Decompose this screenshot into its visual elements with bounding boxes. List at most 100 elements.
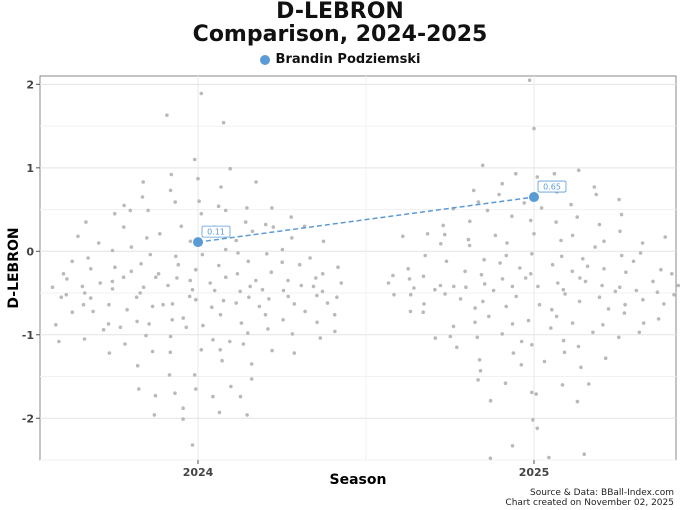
league-point [188,278,192,283]
league-point [602,239,606,244]
league-point [292,302,297,306]
league-point [91,309,95,314]
league-point [234,301,238,305]
league-point [473,320,477,325]
league-point [523,276,528,280]
league-point [585,264,590,269]
league-point [617,335,621,340]
league-point [270,348,274,353]
league-point [194,297,198,302]
league-point [475,335,480,340]
league-point [147,322,151,326]
x-tick-label: 2025 [519,466,550,479]
league-point [144,333,148,338]
highlight-label: 0.11 [207,228,225,237]
league-point [239,321,244,325]
league-point [168,334,173,339]
league-point [511,351,516,355]
league-point [510,322,515,326]
league-point [303,309,307,314]
highlight-label: 0.65 [543,183,561,192]
league-point [587,382,591,386]
league-point [581,257,585,261]
league-point [537,302,542,307]
league-point [121,275,126,280]
league-point [57,339,61,344]
league-point [526,318,531,323]
league-point [576,168,581,173]
league-point [672,292,676,297]
league-point [482,257,486,262]
league-point [332,312,337,317]
league-point [392,292,396,297]
league-point [228,339,232,344]
league-point [289,215,294,219]
highlight-point [529,192,539,203]
league-point [401,234,405,239]
league-point [236,251,240,255]
league-point [482,282,487,286]
league-point [441,223,446,228]
league-point [70,259,74,264]
league-point [50,285,55,290]
league-point [265,252,269,256]
league-point [89,267,93,271]
league-point [452,284,456,289]
league-point [271,225,276,229]
league-point [528,218,533,223]
league-point [561,287,566,292]
chart-title-line1: D-LEBRON [276,0,404,24]
league-point [556,281,560,285]
league-point [110,248,115,253]
league-point [488,456,493,461]
league-point [166,283,170,288]
x-axis-title: Season [330,472,387,488]
league-point [491,288,496,293]
league-point [594,192,598,197]
league-point [292,351,297,355]
league-point [199,348,204,352]
league-point [579,365,583,370]
league-point [112,211,117,216]
league-point [514,294,518,299]
league-point [76,234,80,239]
league-point [59,295,64,300]
league-point [659,267,663,272]
league-point [623,302,627,307]
league-point [122,203,126,208]
legend: Brandin Podziemski [0,52,680,67]
league-point [82,337,87,341]
league-point [519,339,524,344]
league-point [534,392,538,396]
league-point [187,294,192,299]
league-point [267,297,271,301]
league-point [532,232,536,236]
league-point [135,363,140,368]
league-point [249,377,254,381]
league-point [129,269,134,274]
league-point [138,291,142,295]
league-point [247,295,251,300]
league-point [70,310,75,315]
league-point [504,304,509,309]
league-point [137,387,141,391]
league-point [622,311,627,315]
league-point [194,387,198,391]
league-point [480,163,485,168]
highlight-point [193,237,203,248]
league-point [535,426,540,431]
league-point [188,239,193,244]
league-point [485,208,490,213]
league-point [158,232,162,236]
league-point [597,222,602,227]
league-point [510,284,515,289]
league-point [238,289,242,294]
y-tick-label: -2 [22,412,34,425]
league-point [439,242,443,246]
league-point [315,293,319,298]
league-point [442,232,447,237]
league-point [655,290,660,295]
league-point [575,399,580,404]
league-point [110,279,115,284]
league-point [443,292,447,296]
